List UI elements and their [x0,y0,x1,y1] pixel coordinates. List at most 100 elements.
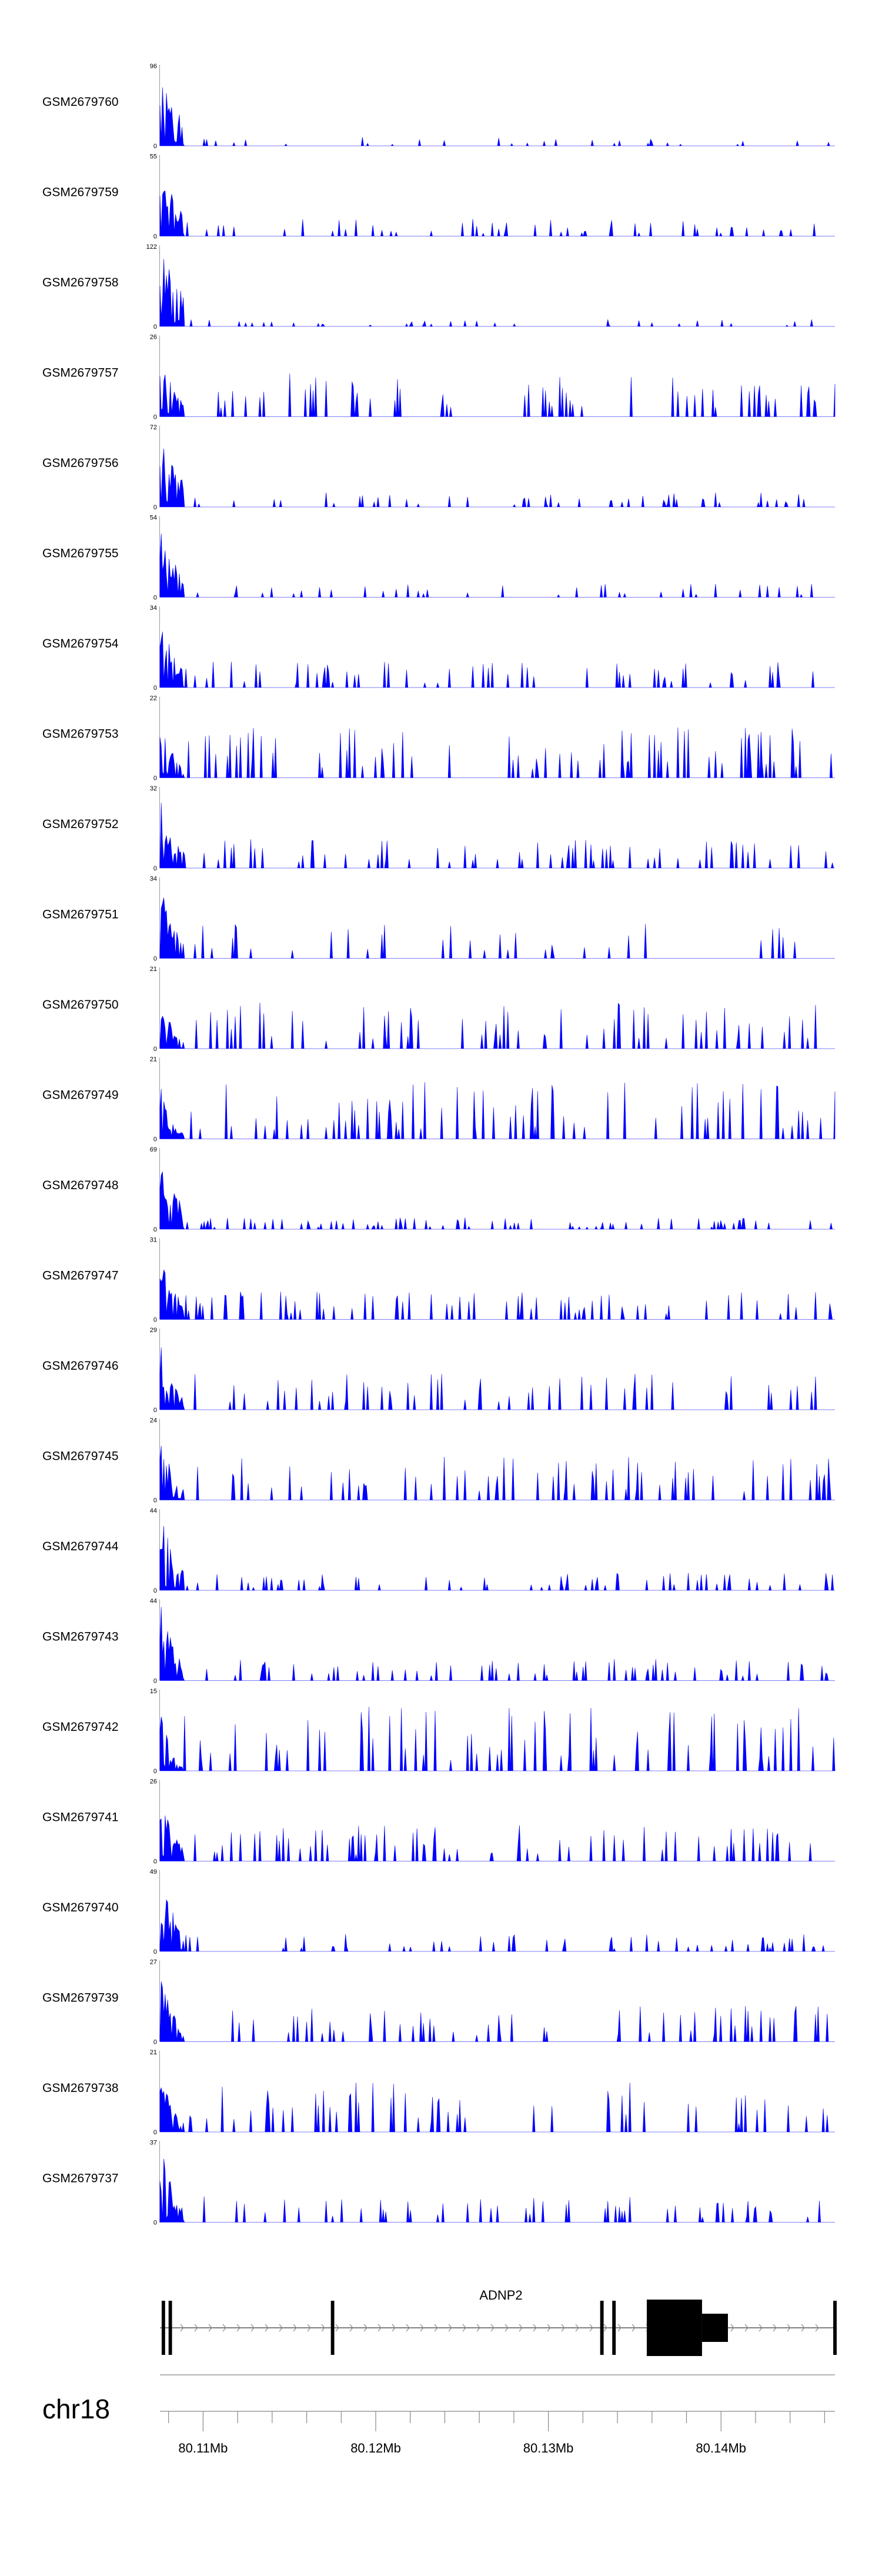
coverage-area [159,259,835,327]
strand-arrow-icon [180,2324,184,2332]
coverage-area [159,1981,835,2042]
strand-arrow-icon [321,2324,325,2332]
track-GSM2679751: GSM2679751 34 0 [42,876,835,963]
track-GSM2679750: GSM2679750 21 0 [42,966,835,1053]
strand-arrow-icon [363,2324,368,2332]
y-max-label: 44 [150,1598,157,1605]
track-GSM2679742: GSM2679742 15 0 [42,1688,836,1775]
sample-label: GSM2679756 [42,456,119,470]
sample-label: GSM2679741 [42,1811,119,1824]
exon [701,2314,728,2342]
coverage-area [159,1526,835,1591]
sample-label: GSM2679748 [42,1179,119,1192]
track-GSM2679737: GSM2679737 37 0 [42,2140,835,2227]
track-GSM2679752: GSM2679752 32 0 [42,785,835,872]
y-min-label: 0 [153,1046,157,1053]
exon [612,2301,616,2355]
strand-arrow-icon [759,2324,763,2332]
coverage-area [159,190,835,237]
tick-label: 80.12Mb [350,2441,401,2455]
sample-label: GSM2679758 [42,276,119,289]
strand-arrow-icon [194,2324,198,2332]
strand-arrow-icon [561,2324,565,2332]
strand-arrow-icon [801,2324,805,2332]
strand-arrow-icon [434,2324,438,2332]
strand-arrow-icon [505,2324,509,2332]
y-min-label: 0 [153,2220,157,2227]
track-GSM2679738: GSM2679738 21 0 [42,2049,835,2136]
y-max-label: 34 [150,876,157,883]
y-min-label: 0 [153,1497,157,1504]
strand-arrow-icon [222,2324,226,2332]
track-GSM2679760: GSM2679760 96 0 [42,63,835,150]
y-max-label: 72 [150,424,157,431]
y-min-label: 0 [153,1768,157,1775]
coverage-area [159,87,835,146]
y-min-label: 0 [153,685,157,692]
exon [168,2301,172,2355]
y-max-label: 34 [150,605,157,612]
sample-label: GSM2679744 [42,1540,119,1553]
exon [646,2300,702,2356]
y-min-label: 0 [153,1407,157,1414]
y-max-label: 24 [150,1417,157,1424]
tick-label: 80.13Mb [523,2441,574,2455]
y-max-label: 21 [150,1056,157,1063]
strand-arrow-icon [744,2324,749,2332]
sample-label: GSM2679739 [42,1991,119,2005]
track-GSM2679746: GSM2679746 29 0 [42,1327,835,1414]
coverage-area [159,2158,835,2223]
y-min-label: 0 [153,233,157,241]
sample-label: GSM2679752 [42,817,119,831]
coverage-area [159,802,835,869]
y-max-label: 15 [150,1688,157,1695]
gene-name-label: ADNP2 [479,2288,522,2303]
strand-arrow-icon [265,2324,269,2332]
sample-label: GSM2679746 [42,1359,119,1373]
strand-arrow-icon [603,2324,607,2332]
coverage-area [159,897,835,959]
strand-arrow-icon [392,2324,396,2332]
coverage-area [159,1446,835,1500]
y-max-label: 31 [150,1237,157,1244]
track-GSM2679741: GSM2679741 26 0 [42,1778,835,1866]
track-GSM2679745: GSM2679745 24 0 [42,1417,835,1504]
sample-label: GSM2679755 [42,547,119,560]
track-GSM2679756: GSM2679756 72 0 [42,424,835,511]
track-GSM2679758: GSM2679758 122 0 [42,243,835,331]
strand-arrow-icon [462,2324,466,2332]
y-max-label: 96 [150,63,157,70]
y-min-label: 0 [153,2039,157,2046]
strand-arrow-icon [236,2324,240,2332]
y-min-label: 0 [153,775,157,782]
chromosome-label: chr18 [42,2394,110,2424]
y-max-label: 37 [150,2140,157,2147]
coverage-area [159,1269,835,1320]
strand-arrow-icon [448,2324,452,2332]
sample-label: GSM2679740 [42,1901,119,1914]
exon [833,2301,837,2355]
sample-label: GSM2679738 [42,2081,119,2095]
sample-label: GSM2679757 [42,366,119,380]
strand-arrow-icon [589,2324,593,2332]
y-max-label: 21 [150,2049,157,2056]
y-min-label: 0 [153,1948,157,1956]
strand-arrow-icon [547,2324,551,2332]
tick-label: 80.11Mb [178,2441,228,2455]
sample-label: GSM2679751 [42,908,119,922]
coverage-area [159,1172,835,1230]
strand-arrow-icon [490,2324,495,2332]
sample-label: GSM2679754 [42,637,119,650]
y-min-label: 0 [153,143,157,150]
track-GSM2679754: GSM2679754 34 0 [42,605,835,692]
sample-label: GSM2679760 [42,95,119,109]
y-min-label: 0 [153,2129,157,2136]
strand-arrow-icon [787,2324,791,2332]
strand-arrow-icon [632,2324,636,2332]
y-max-label: 44 [150,1507,157,1514]
y-max-label: 49 [150,1868,157,1876]
strand-arrow-icon [815,2324,819,2332]
y-min-label: 0 [153,414,157,421]
y-max-label: 26 [150,334,157,341]
